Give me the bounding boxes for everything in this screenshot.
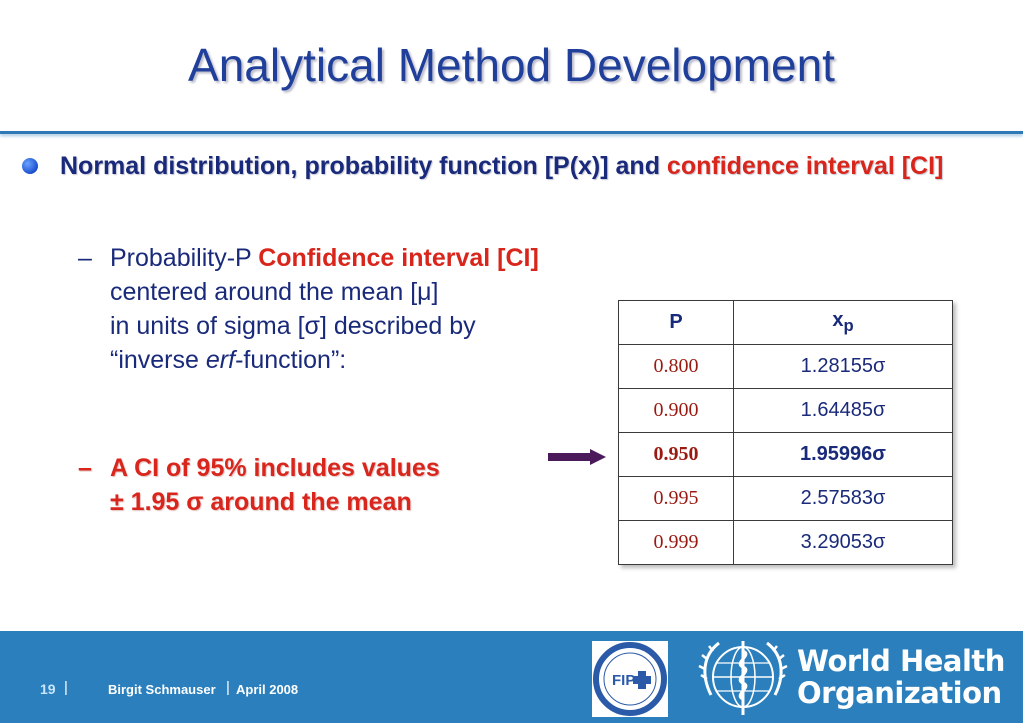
fip-logo: FIP — [592, 641, 668, 717]
page-number: 19 — [40, 681, 56, 697]
sub-bullet-dash: – — [78, 454, 92, 482]
xp-value-cell: 1.64485σ — [733, 388, 953, 433]
footer-separator: | — [226, 679, 230, 696]
ci-line-3: in units of sigma [σ] described by — [110, 312, 476, 340]
table-row-highlighted: 0.950 1.95996σ — [618, 432, 953, 477]
sub-bullet-dash: – — [78, 244, 92, 272]
xp-value-cell: 2.57583σ — [733, 476, 953, 521]
ci95-line-1: A CI of 95% includes values — [110, 454, 440, 482]
header-x-text: x — [832, 309, 844, 331]
p-value-cell: 0.999 — [618, 520, 734, 565]
main-bullet: Normal distribution, probability functio… — [22, 150, 952, 183]
sub-bullet-ci-description: – Probability-P Confidence interval [CI]… — [78, 241, 598, 377]
header-x-subscript: p — [843, 316, 854, 335]
probability-table: P xp 0.800 1.28155σ 0.900 1.64485σ 0.950… — [618, 300, 953, 565]
title-divider — [0, 131, 1023, 134]
table-row: 0.999 3.29053σ — [618, 520, 953, 565]
header-p: P — [618, 300, 734, 345]
svg-text:FIP: FIP — [612, 672, 635, 689]
ci-line-4-suffix: -function”: — [235, 346, 347, 374]
ci-line-1: Probability-P Confidence interval [CI] — [110, 241, 598, 275]
footer-author: Birgit Schmauser — [108, 682, 216, 697]
footer-separator: | — [64, 679, 68, 696]
xp-value-cell: 1.95996σ — [733, 432, 953, 477]
right-arrow-icon — [548, 449, 606, 465]
slide-title: Analytical Method Development — [188, 39, 835, 91]
xp-value-cell: 3.29053σ — [733, 520, 953, 565]
footer-bar: 19 | Birgit Schmauser | April 2008 FIP W… — [0, 631, 1023, 723]
table-row: 0.800 1.28155σ — [618, 344, 953, 389]
who-name: World Health Organization — [797, 645, 1005, 709]
p-value-cell: 0.800 — [618, 344, 734, 389]
ci-line-4: “inverse erf-function”: — [110, 343, 598, 377]
ci-line-2: centered around the mean [μ] — [110, 278, 439, 306]
who-name-line-2: Organization — [797, 676, 1002, 710]
ci-line-4-text: “inverse — [110, 346, 206, 374]
bullet-dot-icon — [22, 158, 38, 174]
header-xp: xp — [733, 300, 953, 345]
p-value-cell: 0.900 — [618, 388, 734, 433]
main-bullet-text: Normal distribution, probability functio… — [60, 150, 952, 183]
who-emblem — [698, 641, 788, 715]
sub-bullet-95-percent: – A CI of 95% includes values ± 1.95 σ a… — [78, 451, 598, 519]
p-value-cell: 0.995 — [618, 476, 734, 521]
table-header-row: P xp — [618, 300, 953, 345]
ci95-line-2: ± 1.95 σ around the mean — [110, 488, 412, 516]
ci-line-4-italic: erf — [205, 346, 236, 374]
who-name-line-1: World Health — [797, 644, 1005, 678]
table-row: 0.995 2.57583σ — [618, 476, 953, 521]
ci-line-1-highlight: Confidence interval [CI] — [258, 244, 539, 272]
table-row: 0.900 1.64485σ — [618, 388, 953, 433]
footer-date: April 2008 — [236, 682, 299, 697]
main-bullet-part1: Normal distribution, probability functio… — [60, 152, 667, 180]
ci-line-1-text: Probability-P — [110, 244, 259, 272]
main-bullet-highlight: confidence interval [CI] — [666, 152, 944, 180]
xp-value-cell: 1.28155σ — [733, 344, 953, 389]
p-value-cell: 0.950 — [618, 432, 734, 477]
